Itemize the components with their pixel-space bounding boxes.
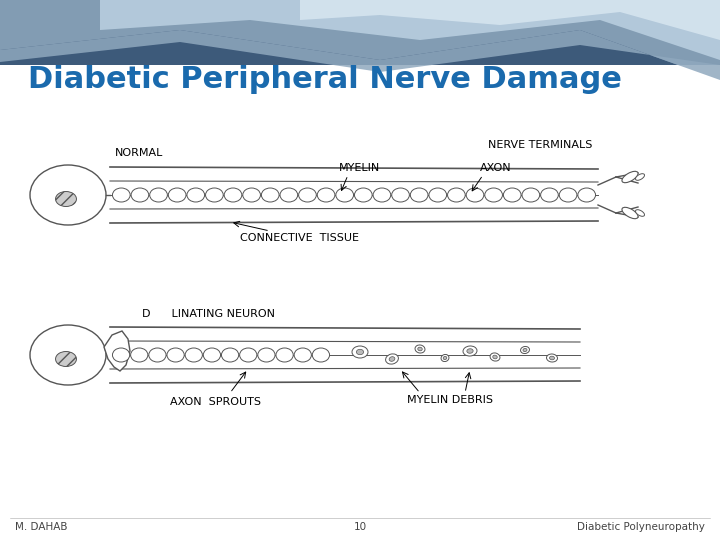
Text: Diabetic Polyneuropathy: Diabetic Polyneuropathy [577, 522, 705, 532]
Ellipse shape [112, 348, 130, 362]
Text: D      LINATING NEURON: D LINATING NEURON [142, 309, 275, 319]
Ellipse shape [389, 357, 395, 361]
Ellipse shape [203, 348, 220, 362]
Ellipse shape [392, 188, 410, 202]
Ellipse shape [415, 345, 425, 353]
Ellipse shape [243, 188, 261, 202]
Ellipse shape [503, 188, 521, 202]
Ellipse shape [521, 347, 529, 354]
Ellipse shape [280, 188, 297, 202]
Ellipse shape [222, 348, 239, 362]
Polygon shape [0, 0, 720, 80]
Text: NERVE TERMINALS: NERVE TERMINALS [488, 140, 592, 150]
Bar [0, 0, 720, 100]
Ellipse shape [205, 188, 223, 202]
Ellipse shape [492, 355, 498, 359]
Ellipse shape [112, 188, 130, 202]
Ellipse shape [523, 348, 527, 352]
Ellipse shape [444, 356, 447, 360]
Ellipse shape [559, 188, 577, 202]
Ellipse shape [224, 188, 242, 202]
Ellipse shape [410, 188, 428, 202]
Ellipse shape [240, 348, 257, 362]
Ellipse shape [318, 188, 335, 202]
Ellipse shape [336, 188, 354, 202]
Ellipse shape [354, 188, 372, 202]
Ellipse shape [149, 348, 166, 362]
Ellipse shape [485, 188, 503, 202]
Ellipse shape [185, 348, 202, 362]
Ellipse shape [541, 188, 558, 202]
Ellipse shape [622, 207, 638, 219]
Ellipse shape [294, 348, 311, 362]
Ellipse shape [261, 188, 279, 202]
Text: AXON: AXON [480, 163, 512, 173]
Polygon shape [0, 30, 720, 80]
Ellipse shape [55, 352, 76, 367]
Ellipse shape [258, 348, 275, 362]
Ellipse shape [418, 347, 422, 351]
Ellipse shape [522, 188, 540, 202]
Ellipse shape [30, 325, 106, 385]
Ellipse shape [30, 165, 106, 225]
Text: M. DAHAB: M. DAHAB [15, 522, 68, 532]
Ellipse shape [636, 174, 644, 180]
Ellipse shape [150, 188, 167, 202]
Ellipse shape [578, 188, 595, 202]
Ellipse shape [463, 346, 477, 356]
Text: AXON  SPROUTS: AXON SPROUTS [170, 397, 261, 407]
Polygon shape [300, 0, 720, 40]
Ellipse shape [131, 188, 149, 202]
Ellipse shape [276, 348, 293, 362]
Ellipse shape [312, 348, 330, 362]
Ellipse shape [352, 346, 368, 358]
Ellipse shape [429, 188, 446, 202]
Text: 10: 10 [354, 522, 366, 532]
Text: CONNECTIVE  TISSUE: CONNECTIVE TISSUE [240, 233, 359, 243]
Text: NORMAL: NORMAL [115, 148, 163, 158]
Text: MYELIN DEBRIS: MYELIN DEBRIS [407, 395, 493, 405]
Ellipse shape [490, 353, 500, 361]
Ellipse shape [467, 349, 473, 353]
Ellipse shape [622, 171, 638, 183]
Polygon shape [104, 331, 130, 371]
Text: MYELIN: MYELIN [339, 163, 381, 173]
Ellipse shape [168, 188, 186, 202]
Ellipse shape [356, 349, 364, 355]
Ellipse shape [373, 188, 391, 202]
Ellipse shape [130, 348, 148, 362]
Bar [0, 65, 720, 540]
Ellipse shape [441, 354, 449, 362]
Ellipse shape [187, 188, 204, 202]
Ellipse shape [299, 188, 316, 202]
Polygon shape [100, 0, 720, 60]
Ellipse shape [466, 188, 484, 202]
Text: Diabetic Peripheral Nerve Damage: Diabetic Peripheral Nerve Damage [28, 64, 622, 93]
Ellipse shape [546, 354, 557, 362]
Ellipse shape [55, 192, 76, 206]
Ellipse shape [636, 210, 644, 217]
Ellipse shape [167, 348, 184, 362]
Ellipse shape [448, 188, 465, 202]
Ellipse shape [386, 354, 398, 364]
Ellipse shape [549, 356, 554, 360]
